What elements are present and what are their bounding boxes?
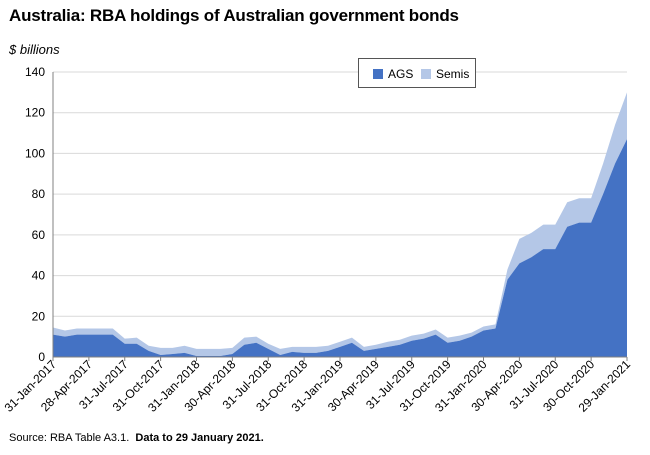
chart-title: Australia: RBA holdings of Australian go…: [9, 6, 459, 25]
y-tick-label: 60: [32, 228, 46, 242]
legend-label-ags: AGS: [388, 67, 414, 81]
data-date-note: Data to 29 January 2021.: [135, 432, 264, 444]
y-tick-label: 20: [32, 309, 46, 323]
legend-item-ags: AGS: [373, 67, 413, 81]
y-tick-labels: 0 20 40 60 80 100 120 140: [25, 65, 45, 364]
series-area-semis: [53, 92, 627, 356]
legend-label-semis: Semis: [436, 67, 470, 81]
y-tick-label: 40: [32, 269, 46, 283]
legend: AGS Semis: [358, 58, 476, 88]
y-tick-label: 140: [25, 65, 45, 79]
legend-swatch-semis: [421, 69, 431, 79]
legend-item-semis: Semis: [421, 67, 469, 81]
axes: [52, 72, 628, 361]
area-series: [53, 92, 627, 357]
y-tick-label: 0: [38, 350, 45, 364]
source-text: Source: RBA Table A3.1.: [9, 432, 130, 444]
y-axis-unit-label: $ billions: [9, 42, 60, 57]
source-note: Source: RBA Table A3.1. Data to 29 Janua…: [9, 432, 264, 444]
legend-swatch-ags: [373, 69, 383, 79]
y-tick-label: 80: [32, 187, 46, 201]
y-tick-label: 120: [25, 106, 45, 120]
x-tick-labels: 31-Jan-201728-Apr-201731-Jul-201731-Oct-…: [2, 357, 634, 415]
y-tick-label: 100: [25, 146, 45, 160]
series-area-ags: [53, 139, 627, 357]
